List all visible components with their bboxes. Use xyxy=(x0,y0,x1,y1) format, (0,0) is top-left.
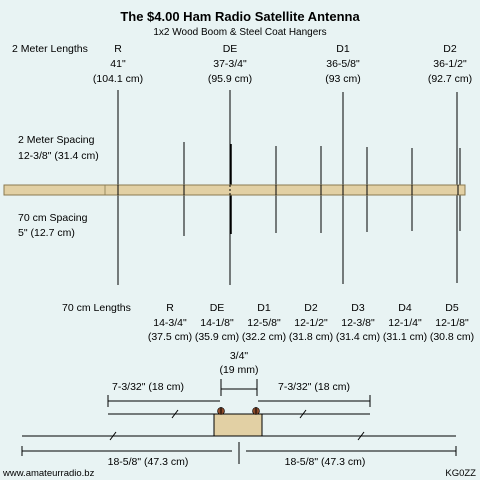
seventy-cm-D4-length: 12-1/4" xyxy=(388,317,422,329)
seventy-cm-D4-metric: (31.1 cm) xyxy=(383,331,427,343)
two-meter-D1-name: D1 xyxy=(336,43,350,55)
two-meter-R-length: 41" xyxy=(110,58,126,70)
seventy-cm-label-DE: DE 14-1/8" (35.9 cm) xyxy=(195,302,239,343)
seventy-cm-D5-metric: (30.8 cm) xyxy=(430,331,474,343)
gap-dimension-metric: (19 mm) xyxy=(219,364,258,376)
seventy-cm-label-R: R 14-3/4" (37.5 cm) xyxy=(148,302,192,343)
seventy-cm-label-D4: D4 12-1/4" (31.1 cm) xyxy=(383,302,427,343)
seventy-cm-label-D1: D1 12-5/8" (32.2 cm) xyxy=(242,302,286,343)
two-meter-label-D1: D1 36-5/8" (93 cm) xyxy=(325,43,361,85)
seventy-cm-D2-metric: (31.8 cm) xyxy=(289,331,333,343)
seventy-cm-D5-name: D5 xyxy=(445,302,459,314)
two-meter-DE-metric: (95.9 cm) xyxy=(208,73,252,85)
seventy-cm-half-right: 7-3/32" (18 cm) xyxy=(278,381,350,393)
feed-block xyxy=(213,413,263,437)
seventy-cm-D4-name: D4 xyxy=(398,302,412,314)
two-meter-label-D2: D2 36-1/2" (92.7 cm) xyxy=(428,43,472,85)
two-meter-label-DE: DE 37-3/4" (95.9 cm) xyxy=(208,43,252,85)
seventy-cm-D2-name: D2 xyxy=(304,302,318,314)
two-meter-D2-length: 36-1/2" xyxy=(433,58,467,70)
diagram-subtitle: 1x2 Wood Boom & Steel Coat Hangers xyxy=(153,27,326,38)
seventy-cm-DE-metric: (35.9 cm) xyxy=(195,331,239,343)
seventy-cm-DE-length: 14-1/8" xyxy=(200,317,234,329)
two-meter-break-right xyxy=(357,431,365,441)
two-meter-D1-length: 36-5/8" xyxy=(326,58,360,70)
seventy-cm-D1-length: 12-5/8" xyxy=(247,317,281,329)
seventy-cm-half-left: 7-3/32" (18 cm) xyxy=(112,381,184,393)
two-meter-break-left xyxy=(109,431,117,441)
seventy-cm-R-name: R xyxy=(166,302,174,314)
gap-dimension: 3/4" xyxy=(230,350,249,362)
seventy-cm-D3-length: 12-3/8" xyxy=(341,317,375,329)
seventy-cm-D1-name: D1 xyxy=(257,302,271,314)
two-meter-half-right: 18-5/8" (47.3 cm) xyxy=(285,456,366,468)
wood-boom xyxy=(3,184,466,196)
two-meter-DE-name: DE xyxy=(223,43,238,55)
two-meter-lengths-label: 2 Meter Lengths xyxy=(12,43,88,55)
website-credit: www.amateurradio.bz xyxy=(2,468,95,479)
seventy-cm-spacing-label: 70 cm Spacing xyxy=(18,212,88,224)
seventy-cm-R-metric: (37.5 cm) xyxy=(148,331,192,343)
seventy-cm-R-length: 14-3/4" xyxy=(153,317,187,329)
callsign-credit: KG0ZZ xyxy=(445,468,476,479)
seventy-cm-break-right xyxy=(299,409,307,419)
seventy-cm-D3-name: D3 xyxy=(351,302,365,314)
two-meter-half-left: 18-5/8" (47.3 cm) xyxy=(108,456,189,468)
seventy-cm-DE-name: DE xyxy=(210,302,225,314)
two-meter-spacing-value: 12-3/8" (31.4 cm) xyxy=(18,150,99,162)
seventy-cm-D1-metric: (32.2 cm) xyxy=(242,331,286,343)
seventy-cm-break-left xyxy=(171,409,179,419)
seventy-cm-D2-length: 12-1/2" xyxy=(294,317,328,329)
seventy-cm-lengths-label: 70 cm Lengths xyxy=(62,302,131,314)
two-meter-DE-length: 37-3/4" xyxy=(213,58,247,70)
two-meter-spacing-label: 2 Meter Spacing xyxy=(18,134,95,146)
seventy-cm-spacing-value: 5" (12.7 cm) xyxy=(18,227,75,239)
seventy-cm-label-D3: D3 12-3/8" (31.4 cm) xyxy=(336,302,380,343)
two-meter-label-R: R 41" (104.1 cm) xyxy=(93,43,143,85)
two-meter-D1-metric: (93 cm) xyxy=(325,73,361,85)
seventy-cm-D5-length: 12-1/8" xyxy=(435,317,469,329)
two-meter-R-name: R xyxy=(114,43,122,55)
two-meter-R-metric: (104.1 cm) xyxy=(93,73,143,85)
seventy-cm-label-D5: D5 12-1/8" (30.8 cm) xyxy=(430,302,474,343)
two-meter-D2-metric: (92.7 cm) xyxy=(428,73,472,85)
two-meter-D2-name: D2 xyxy=(443,43,457,55)
seventy-cm-label-D2: D2 12-1/2" (31.8 cm) xyxy=(289,302,333,343)
diagram-title: The $4.00 Ham Radio Satellite Antenna xyxy=(120,9,360,24)
seventy-cm-D3-metric: (31.4 cm) xyxy=(336,331,380,343)
